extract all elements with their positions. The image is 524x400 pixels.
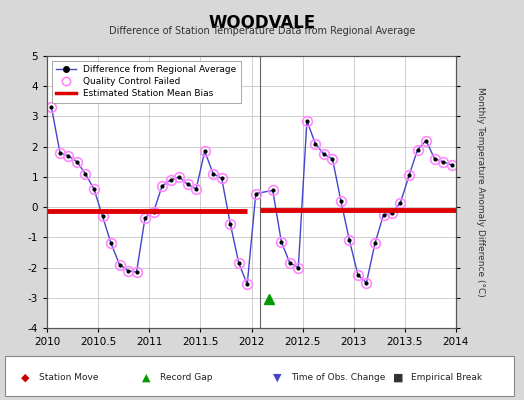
Text: Time of Obs. Change: Time of Obs. Change [291, 374, 385, 382]
Text: ▲: ▲ [141, 373, 150, 383]
Text: WOODVALE: WOODVALE [209, 14, 315, 32]
Text: Record Gap: Record Gap [160, 374, 212, 382]
Text: ◆: ◆ [21, 373, 29, 383]
Legend: Difference from Regional Average, Quality Control Failed, Estimated Station Mean: Difference from Regional Average, Qualit… [52, 60, 241, 103]
Text: ■: ■ [393, 373, 403, 383]
Text: ▼: ▼ [272, 373, 281, 383]
Text: Difference of Station Temperature Data from Regional Average: Difference of Station Temperature Data f… [109, 26, 415, 36]
Text: Empirical Break: Empirical Break [411, 374, 483, 382]
Text: Berkeley Earth: Berkeley Earth [442, 387, 508, 396]
Text: Station Move: Station Move [39, 374, 99, 382]
Y-axis label: Monthly Temperature Anomaly Difference (°C): Monthly Temperature Anomaly Difference (… [476, 87, 485, 297]
